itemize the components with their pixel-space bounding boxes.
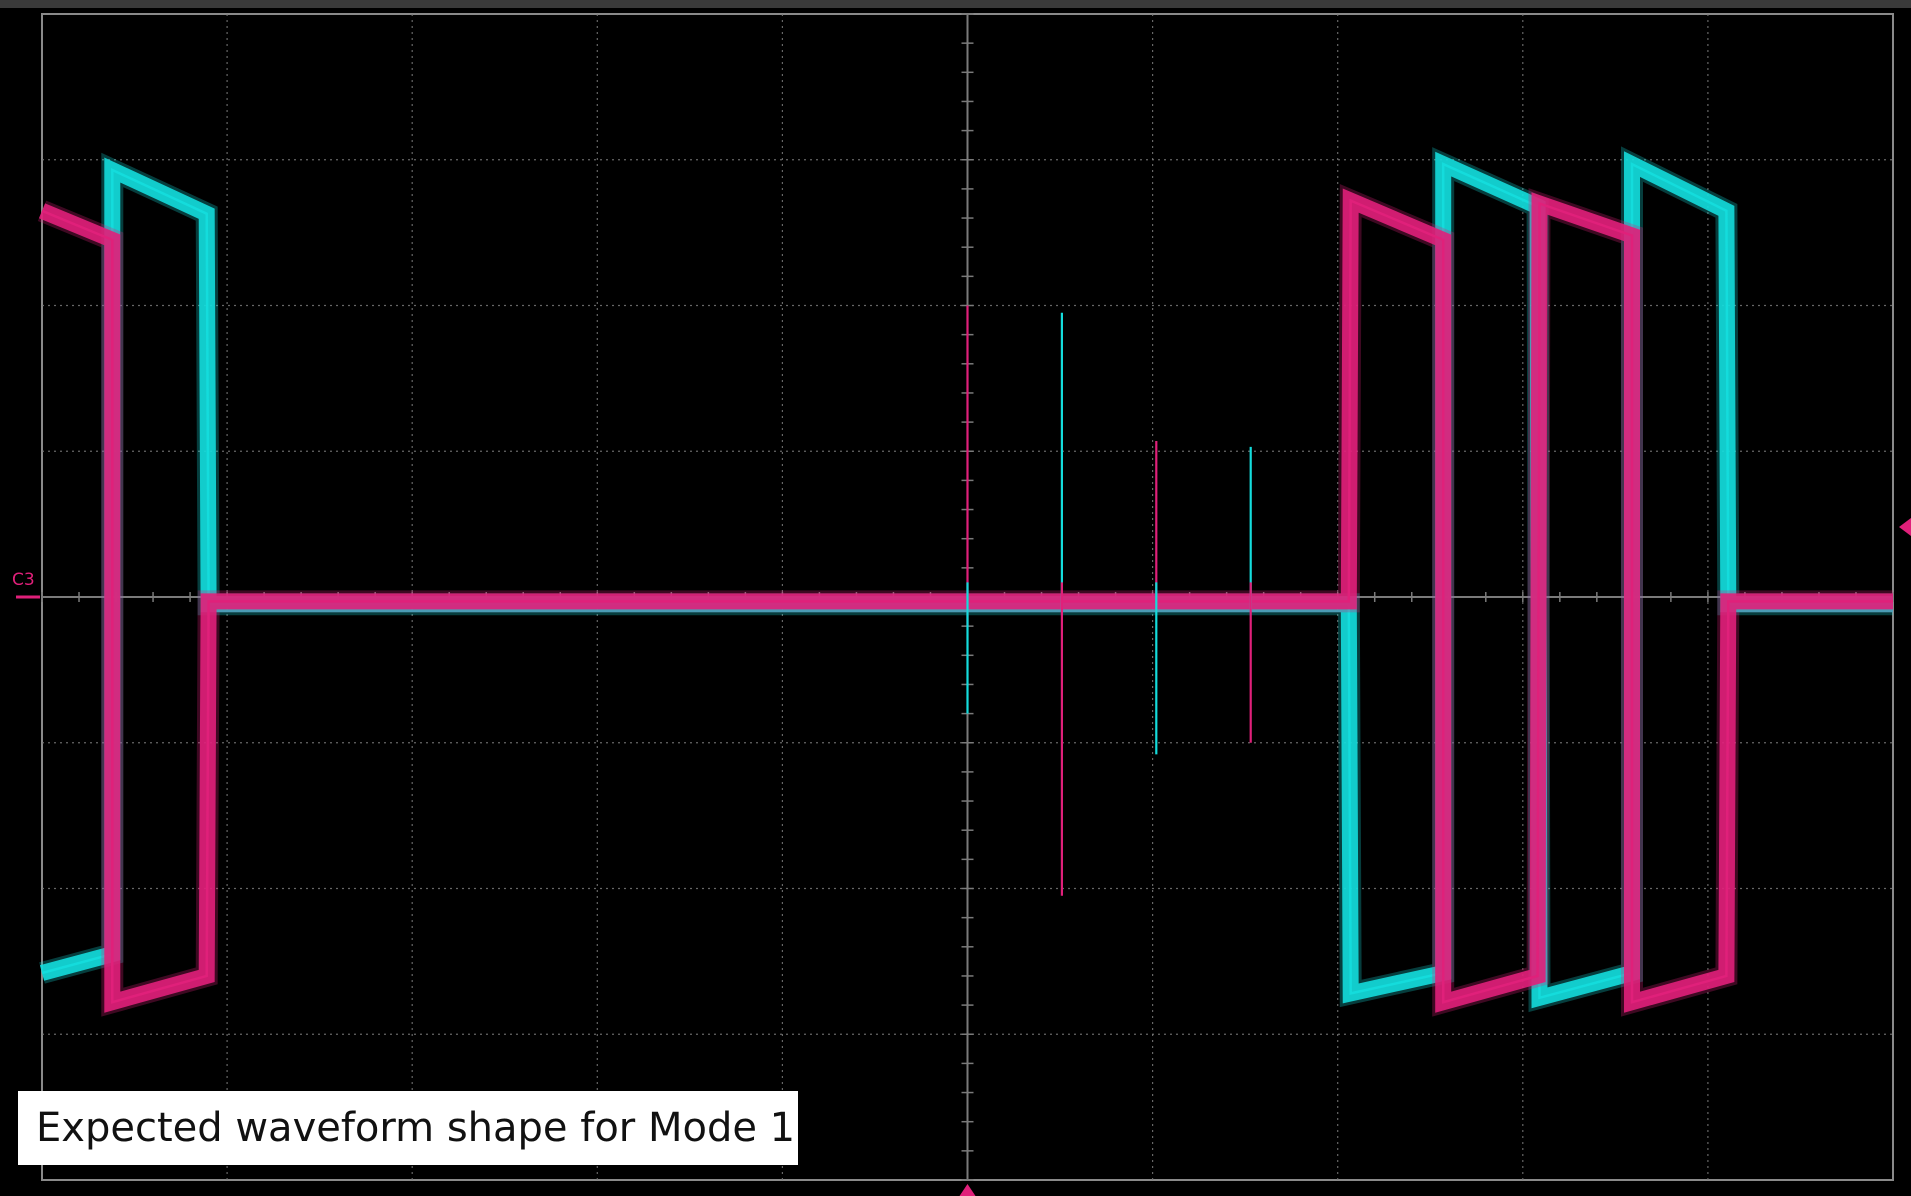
window-top-bar [0,0,1911,8]
channel-label: C3 [12,570,35,590]
trigger-level-marker [1899,518,1911,536]
caption-text: Expected waveform shape for Mode 1 [36,1105,796,1151]
trigger-position-marker [959,1184,976,1196]
caption-box: Expected waveform shape for Mode 1 [18,1091,798,1165]
markers [16,518,1911,1196]
waveform-edge-2 [41,198,1893,1004]
waveform-traces [37,146,1893,1017]
